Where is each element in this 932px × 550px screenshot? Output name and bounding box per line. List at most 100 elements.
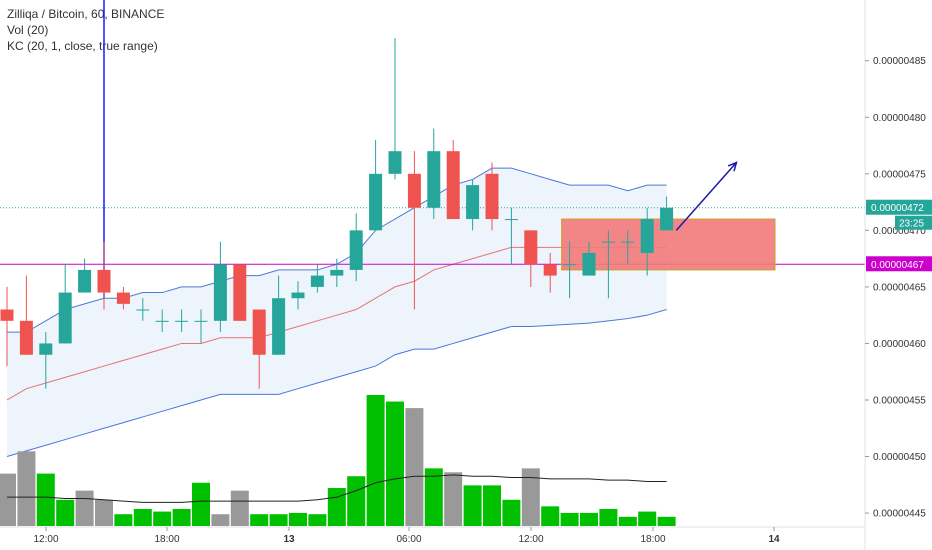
volume-bar xyxy=(269,514,288,526)
candle-body xyxy=(272,298,286,355)
time-tick-label: 18:00 xyxy=(154,534,179,545)
candle-body xyxy=(310,275,324,287)
candle xyxy=(621,230,635,265)
trend-arrow xyxy=(675,161,738,231)
candle xyxy=(310,264,324,293)
candle-body xyxy=(524,230,538,265)
candle xyxy=(504,207,518,265)
candle xyxy=(466,179,480,231)
keltner-lower-band xyxy=(6,309,667,458)
volume-bar xyxy=(114,514,133,526)
volume-bar xyxy=(424,468,443,526)
candle-body xyxy=(155,320,169,322)
volume-bar xyxy=(618,516,637,526)
candle-body xyxy=(582,252,596,276)
price-tick-label: 0.00000455 xyxy=(873,395,926,406)
candle-body xyxy=(58,292,72,344)
volume-bar xyxy=(560,512,579,526)
time-tick-label: 12:00 xyxy=(33,534,58,545)
candle-body xyxy=(136,309,150,311)
volume-bar xyxy=(289,512,307,526)
candle xyxy=(388,38,402,180)
candle xyxy=(640,207,654,276)
time-tick-label: 13 xyxy=(283,534,295,545)
candle-body xyxy=(233,264,247,321)
time-axis[interactable]: 12:00 18:00 13 06:00 12:00 18:00 14 xyxy=(0,526,865,545)
candle xyxy=(97,241,111,310)
candle-body xyxy=(369,173,383,231)
last-price-tag xyxy=(866,199,932,215)
candle xyxy=(524,230,538,287)
keltner-channel-label: KC (20, 1, close, true range) xyxy=(7,39,158,53)
candle xyxy=(78,258,92,293)
time-tick-label: 14 xyxy=(768,534,780,545)
candle xyxy=(660,196,674,231)
volume-bar xyxy=(366,395,385,526)
volume-bar xyxy=(153,511,172,526)
candle-body xyxy=(97,269,111,293)
candle xyxy=(330,258,344,287)
volume-bar xyxy=(541,506,560,526)
countdown-tag-label: 23:25 xyxy=(899,219,924,230)
candle-body xyxy=(194,320,208,322)
candle xyxy=(349,213,363,282)
candle-body xyxy=(39,343,53,355)
price-axis[interactable]: 0.00000485 0.00000480 0.00000475 0.00000470… xyxy=(864,0,932,550)
candle xyxy=(272,275,286,355)
volume-bar xyxy=(657,516,676,526)
candle xyxy=(407,151,421,310)
price-tick-label: 0.00000475 xyxy=(873,169,926,180)
keltner-fill xyxy=(7,168,667,457)
keltner-channel xyxy=(6,167,667,458)
candle-body xyxy=(601,241,615,243)
candle-body xyxy=(621,241,635,243)
time-tick-label: 12:00 xyxy=(518,534,543,545)
volume-bar xyxy=(36,473,55,526)
chart-legend: Zilliqa / Bitcoin, 60, BINANCE Vol (20) … xyxy=(7,6,164,54)
candle xyxy=(369,139,383,231)
candle xyxy=(194,309,208,344)
volume-bars xyxy=(0,395,676,526)
candle-body xyxy=(349,230,363,270)
volume-bar xyxy=(521,468,540,526)
candle-body xyxy=(446,151,460,220)
volume-bar xyxy=(133,508,152,526)
candle-body xyxy=(640,219,654,253)
volume-bar xyxy=(250,514,269,526)
volume-bar xyxy=(502,499,521,526)
candle xyxy=(582,241,596,276)
last-price-tag-label: 0.00000472 xyxy=(871,203,924,214)
price-tick-label: 0.00000485 xyxy=(873,56,926,67)
candle xyxy=(58,264,72,344)
price-tick-label: 0.00000460 xyxy=(873,339,926,350)
volume-bar xyxy=(56,499,75,526)
volume-bar xyxy=(0,473,16,526)
rectangle-zone xyxy=(561,218,776,271)
candle xyxy=(136,298,150,321)
symbol-title: Zilliqa / Bitcoin, 60, BINANCE xyxy=(7,7,165,21)
price-tick-label: 0.00000480 xyxy=(873,113,926,124)
candle xyxy=(446,139,460,220)
price-tick-label: 0.00000470 xyxy=(873,226,926,237)
candle-body xyxy=(427,151,441,208)
candle xyxy=(116,286,130,310)
volume-ma-line xyxy=(7,474,667,503)
volume-bar xyxy=(599,508,618,526)
drawing-annotations[interactable] xyxy=(0,0,865,299)
candle-body xyxy=(330,269,344,276)
candle xyxy=(601,230,615,299)
volume-bar xyxy=(308,514,327,526)
candle-body xyxy=(252,309,266,355)
volume-bar xyxy=(483,485,501,526)
candle-body xyxy=(485,173,499,220)
line-price-tag-label: 0.00000467 xyxy=(871,260,924,271)
arrow-head xyxy=(727,161,738,172)
volume-bar xyxy=(230,490,249,526)
candle xyxy=(291,281,305,310)
candle xyxy=(233,264,247,321)
volume-bar xyxy=(638,511,657,526)
candle-body xyxy=(466,185,480,220)
volume-bar xyxy=(95,499,113,526)
candle xyxy=(19,275,33,355)
